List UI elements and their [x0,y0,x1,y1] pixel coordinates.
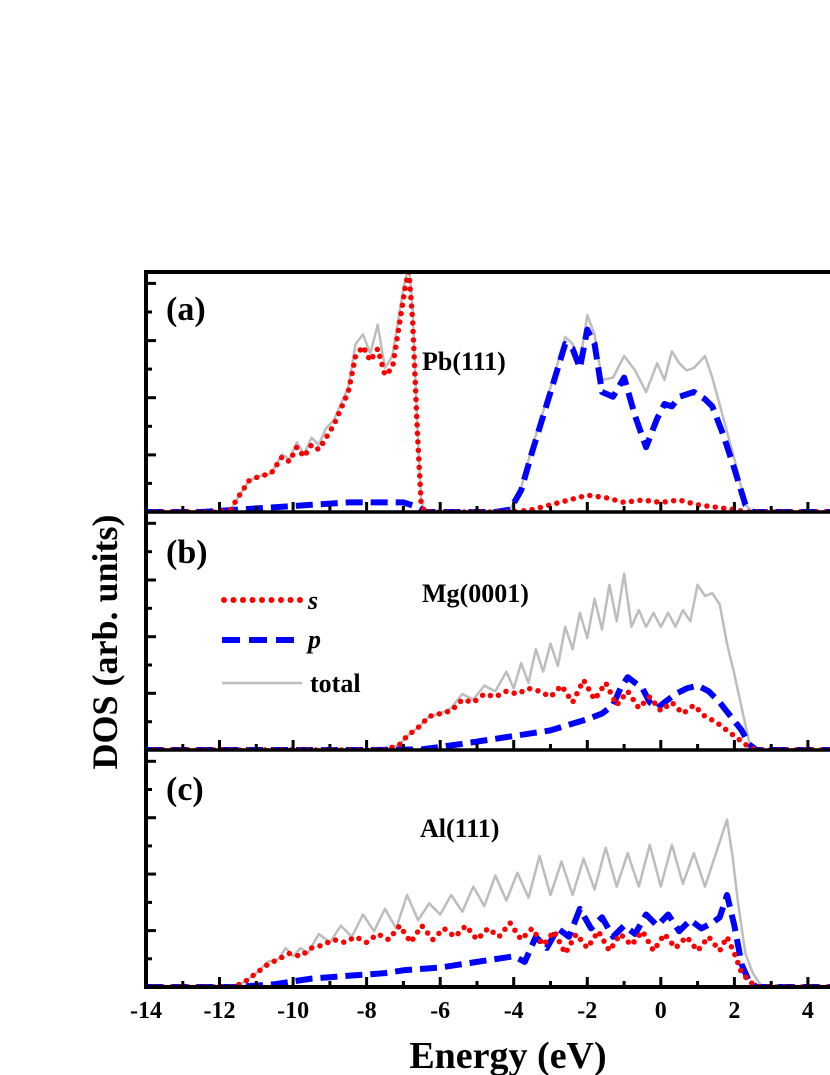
x-tick-label: -14 [130,998,162,1024]
series-p-line-panel-a [146,326,830,512]
x-tick-label: 2 [728,998,740,1024]
y-axis-label: DOS (arb. units) [85,514,125,769]
series-total-line-panel-a [146,272,830,512]
panel-a-plot [146,272,830,512]
legend-total-label: total [310,669,361,698]
series-s-line-panel-c [146,920,830,987]
x-tick-label: -6 [430,998,450,1024]
x-tick-label: -8 [357,998,377,1024]
series-s-line-panel-b [146,677,830,750]
legend-s-label: s [307,586,318,615]
series-total-line-panel-c [146,818,830,987]
legend-p-label: p [306,625,321,654]
panel-b-letter: (b) [166,534,208,571]
panel-a-letter: (a) [166,291,206,328]
x-tick-label: -10 [277,998,309,1024]
x-tick-label: 0 [655,998,667,1024]
axes-frame [144,270,830,989]
panels-layer [144,272,830,987]
panel-c-plot [146,818,830,987]
series-s-line-panel-a [146,272,830,512]
series-total-line-panel-b [146,572,830,750]
panel-c-title: Al(111) [420,814,499,843]
x-tick-label: -4 [504,998,524,1024]
x-tick-label: -2 [577,998,597,1024]
legend: s p total [221,586,361,698]
x-tick-label: -12 [204,998,236,1024]
panel-b-plot [146,572,830,750]
panel-b-title: Mg(0001) [422,579,529,608]
series-p-line-panel-c [146,892,830,987]
panel-c-letter: (c) [166,771,204,808]
x-axis: -14 -12 -10 -8 -6 -4 -2 0 2 4 [130,998,814,1024]
panel-a-title: Pb(111) [422,347,506,376]
x-axis-label: Energy (eV) [409,1035,606,1075]
x-tick-label: 4 [802,998,814,1024]
series-p-line-panel-b [146,674,830,750]
